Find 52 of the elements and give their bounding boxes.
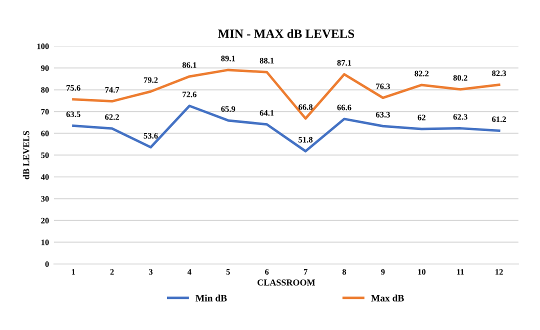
x-tick-label: 1 [72,269,75,275]
x-tick-label: 5 [226,269,230,275]
data-label: 66.6 [337,104,352,110]
y-tick-label: 40 [40,174,49,180]
data-label: 87.1 [337,60,352,66]
x-tick-label: 3 [148,269,153,275]
data-label: 86.1 [182,62,196,68]
x-axis-title: CLASSROOM [258,279,316,286]
data-label: 62 [418,114,426,120]
y-tick-label: 100 [37,44,49,50]
y-tick-label: 20 [41,218,49,224]
data-label: 82.3 [492,70,506,76]
data-label: 76.3 [376,84,390,90]
x-tick-label: 12 [496,269,503,275]
data-label: 80.2 [453,75,468,81]
y-tick-label: 70 [41,108,49,115]
x-tick-label: 9 [381,269,385,275]
x-tick-label: 8 [342,269,346,275]
data-label: 74.7 [105,87,120,93]
y-tick-label: 60 [41,130,49,136]
y-axis-title: dB LEVELS [22,131,30,180]
legend-label: Min dB [196,294,227,302]
y-tick-label: 50 [41,152,49,158]
data-label: 63.3 [376,112,390,118]
y-tick-label: 0 [45,261,49,267]
data-label: 88.1 [260,58,274,64]
x-tick-label: 10 [418,269,426,275]
x-tick-label: 11 [457,269,464,275]
data-label: 65.9 [221,106,236,112]
data-label: 53.6 [144,133,158,139]
y-tick-label: 30 [41,196,49,202]
x-tick-label: 4 [187,269,192,275]
y-tick-label: 10 [41,240,49,246]
y-tick-label: 80 [41,87,49,93]
data-label: 61.2 [492,116,506,122]
data-label: 51.8 [298,136,313,143]
data-label: 64.1 [260,110,274,116]
y-tick-label: 90 [41,65,49,71]
legend-label: Max dB [371,294,404,302]
x-tick-label: 2 [110,269,114,275]
data-label: 66.8 [298,104,313,110]
data-label: 82.2 [414,70,429,76]
data-label: 75.6 [66,85,80,91]
data-label: 72.6 [182,92,196,98]
data-label: 63.5 [66,111,80,118]
x-tick-label: 6 [265,269,269,275]
x-tick-label: 7 [304,269,308,275]
chart-title: MIN - MAX dB LEVELS [218,29,354,38]
data-label: 62.3 [453,114,468,120]
data-label: 62.2 [105,114,119,120]
data-label: 79.2 [144,77,158,83]
data-label: 89.1 [221,56,236,62]
